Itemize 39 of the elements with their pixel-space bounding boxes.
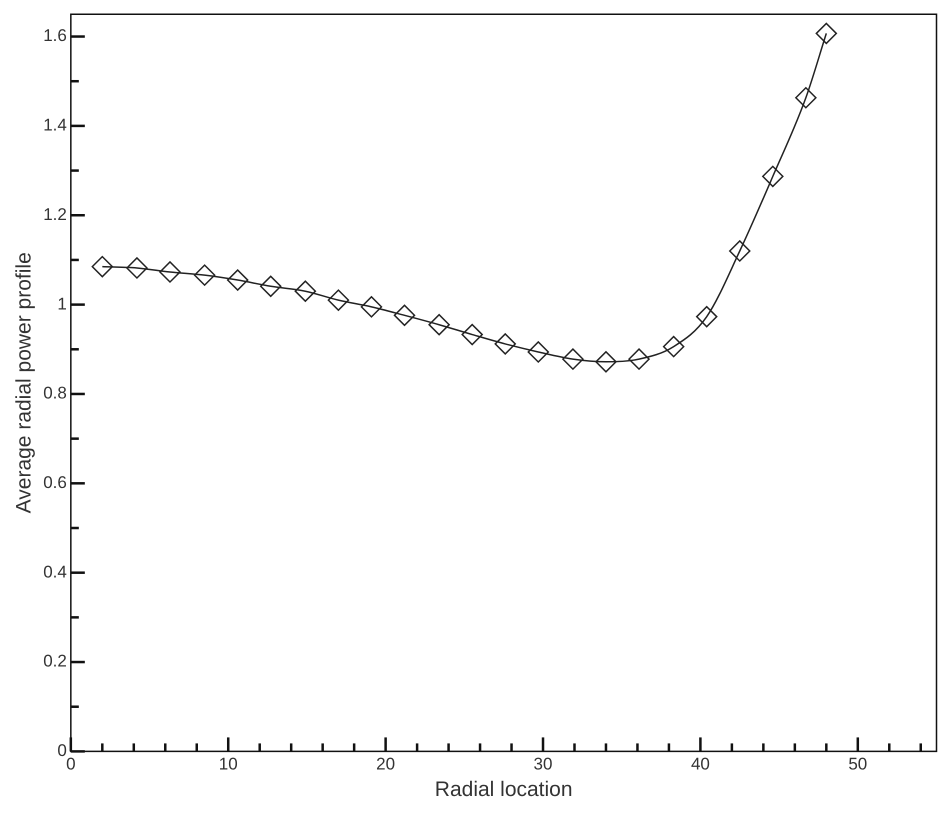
x-tick-label: 30: [534, 754, 552, 774]
point: [662, 336, 684, 358]
y-tick-label: 1.6: [43, 26, 67, 46]
point: [595, 351, 617, 373]
x-tick-label: 40: [690, 754, 710, 774]
point: [159, 261, 181, 283]
y-tick-label: 1.4: [43, 116, 67, 135]
point: [226, 269, 248, 291]
x-tick-label: 20: [376, 754, 396, 774]
y-tick-label: 0.8: [43, 384, 67, 403]
x-tick-label: 10: [218, 754, 238, 774]
point: [562, 348, 584, 370]
x-tick-label: 50: [848, 754, 868, 774]
point: [816, 22, 838, 44]
point: [628, 348, 650, 370]
y-tick-label: 1: [57, 294, 67, 314]
point: [360, 296, 382, 318]
y-tick-label: 0.2: [43, 652, 67, 671]
point: [126, 257, 148, 279]
y-tick-label: 0.6: [43, 473, 67, 492]
point: [92, 256, 114, 278]
point: [461, 324, 483, 346]
point: [528, 341, 550, 363]
x-axis-title: Radial location: [434, 778, 573, 802]
point: [260, 276, 282, 298]
point: [494, 333, 516, 355]
point: [394, 304, 416, 326]
point: [762, 166, 784, 188]
point: [328, 289, 350, 311]
point: [795, 87, 817, 108]
point: [194, 264, 216, 286]
y-axis-title: Average radial power profile: [12, 252, 36, 514]
point: [696, 306, 718, 328]
y-tick-label: 0.4: [43, 562, 67, 582]
point: [294, 280, 316, 302]
point: [428, 314, 450, 336]
point: [729, 240, 751, 262]
y-tick-label: 0: [57, 741, 67, 760]
y-tick-label: 1.2: [43, 204, 67, 224]
